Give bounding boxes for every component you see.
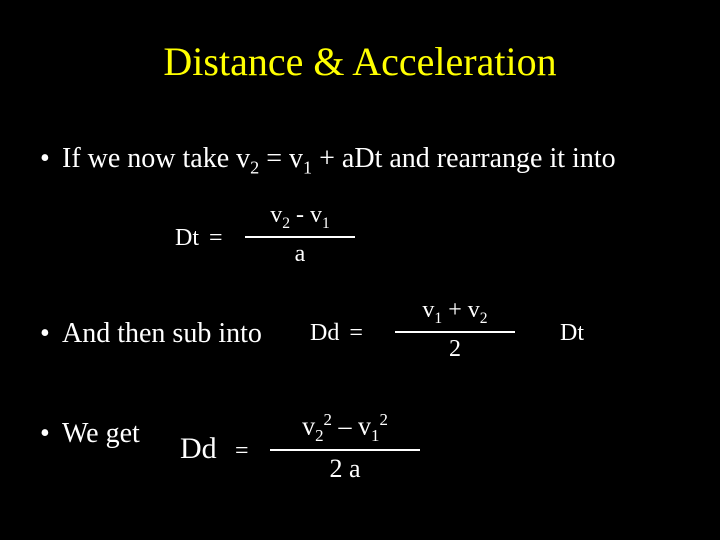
v: v bbox=[270, 202, 282, 228]
sub: 2 bbox=[480, 310, 488, 327]
v: v bbox=[302, 412, 315, 441]
slide-title: Distance & Acceleration bbox=[0, 38, 720, 85]
eq1-lhs: Dt = bbox=[175, 225, 223, 252]
bullet-dot: • bbox=[40, 415, 62, 453]
bullet-dot: • bbox=[40, 140, 62, 178]
var: t bbox=[192, 225, 199, 251]
numerator: v2 - v1 bbox=[245, 202, 355, 233]
bullet-2-text: And then sub into bbox=[62, 315, 262, 353]
numerator: v1 + v2 bbox=[395, 297, 515, 328]
bullet-1: • If we now take v2 = v1 + aDt and rearr… bbox=[40, 140, 680, 180]
equals: = bbox=[349, 320, 363, 346]
v: v bbox=[310, 202, 322, 228]
eq3-frac: v22 – v12 2 a bbox=[270, 410, 420, 484]
denominator: 2 a bbox=[270, 454, 420, 484]
eq3-lhs: Dd bbox=[180, 432, 217, 466]
delta: D bbox=[354, 143, 374, 174]
text: = v bbox=[259, 143, 303, 174]
minus: - bbox=[290, 202, 310, 228]
var: d bbox=[202, 432, 217, 465]
numerator: v22 – v12 bbox=[270, 410, 420, 446]
eq1-frac: v2 - v1 a bbox=[245, 202, 355, 268]
var: d bbox=[327, 320, 339, 346]
eq3-equals: = bbox=[235, 438, 249, 465]
fraction-bar bbox=[270, 449, 420, 451]
text: If we now take v bbox=[62, 143, 250, 174]
eq2-lhs: Dd = bbox=[310, 320, 363, 347]
v: v bbox=[422, 297, 434, 323]
denominator: a bbox=[245, 241, 355, 268]
sub: 1 bbox=[303, 158, 312, 178]
eq2-trail: Dt bbox=[560, 320, 584, 347]
fraction-bar bbox=[245, 236, 355, 238]
minus: – bbox=[332, 412, 358, 441]
bullet-1-text: If we now take v2 = v1 + aDt and rearran… bbox=[62, 140, 680, 180]
var: t bbox=[577, 320, 584, 346]
fraction-bar bbox=[395, 331, 515, 333]
v: v bbox=[468, 297, 480, 323]
bullet-list: • If we now take v2 = v1 + aDt and rearr… bbox=[40, 140, 680, 180]
fraction: v22 – v12 2 a bbox=[270, 410, 420, 484]
delta: D bbox=[180, 432, 202, 465]
delta: D bbox=[310, 320, 327, 346]
bullet-2: • And then sub into bbox=[40, 315, 262, 353]
sub: 2 bbox=[315, 426, 323, 445]
bullet-3-text: We get bbox=[62, 415, 140, 453]
equals: = bbox=[235, 438, 249, 464]
text: + a bbox=[312, 143, 354, 174]
equals: = bbox=[209, 225, 223, 251]
sup: 2 bbox=[379, 410, 387, 429]
bullet-dot: • bbox=[40, 315, 62, 353]
slide: Distance & Acceleration • If we now take… bbox=[0, 0, 720, 540]
delta: D bbox=[560, 320, 577, 346]
text: t and rearrange it into bbox=[375, 143, 616, 174]
bullet-3: • We get bbox=[40, 415, 140, 453]
sub: 1 bbox=[322, 215, 330, 232]
eq2-frac: v1 + v2 2 bbox=[395, 297, 515, 363]
sub: 2 bbox=[250, 158, 259, 178]
plus: + bbox=[442, 297, 468, 323]
delta: D bbox=[175, 225, 192, 251]
fraction: v2 - v1 a bbox=[245, 202, 355, 268]
sup: 2 bbox=[324, 410, 332, 429]
fraction: v1 + v2 2 bbox=[395, 297, 515, 363]
sub: 2 bbox=[282, 215, 290, 232]
denominator: 2 bbox=[395, 336, 515, 363]
v: v bbox=[358, 412, 371, 441]
